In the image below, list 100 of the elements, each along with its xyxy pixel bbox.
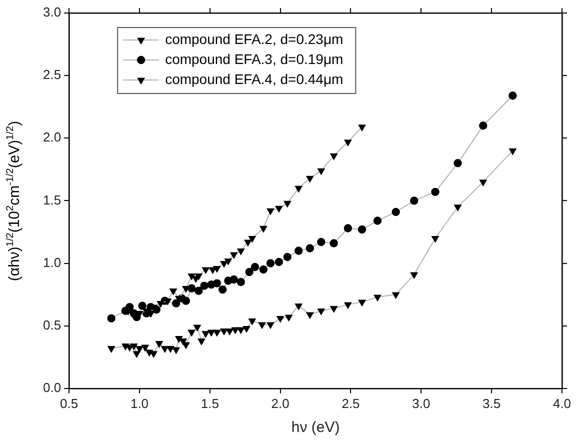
- point: [318, 308, 325, 315]
- point: [508, 91, 517, 100]
- point: [194, 286, 203, 295]
- point: [283, 252, 292, 262]
- point: [266, 259, 275, 268]
- point: [220, 328, 228, 335]
- point: [175, 336, 183, 342]
- point: [374, 294, 382, 302]
- point: [172, 299, 180, 308]
- point: [161, 346, 168, 352]
- point: [202, 331, 210, 338]
- point: [198, 338, 206, 345]
- point: [392, 208, 400, 216]
- point: [218, 285, 227, 294]
- point: [295, 304, 302, 310]
- y-tick-label: 1.5: [42, 192, 62, 208]
- point: [202, 267, 210, 274]
- point: [147, 311, 154, 318]
- point: [133, 351, 140, 358]
- point: [164, 298, 172, 305]
- point: [188, 330, 196, 336]
- point: [258, 322, 266, 329]
- point: [245, 268, 254, 276]
- point: [212, 279, 222, 288]
- point: [170, 288, 177, 295]
- point: [226, 328, 234, 335]
- point: [317, 238, 326, 246]
- point: [410, 272, 418, 279]
- point: [330, 306, 338, 312]
- point: [358, 225, 366, 234]
- point: [344, 302, 352, 309]
- point: [454, 204, 462, 212]
- x-tick-label: 0.5: [60, 396, 78, 411]
- legend-label: compound EFA.2, d=0.23μm: [165, 30, 344, 47]
- point: [230, 275, 238, 284]
- point: [220, 260, 228, 268]
- point: [392, 292, 400, 299]
- point: [130, 344, 138, 350]
- point: [454, 159, 462, 168]
- point: [157, 301, 164, 308]
- point: [108, 346, 115, 352]
- x-tick-label: 1.5: [200, 396, 219, 411]
- point: [274, 258, 284, 266]
- x-axis-title: hν (eV): [291, 419, 340, 436]
- point: [276, 316, 284, 322]
- x-tick-label: 2.5: [342, 396, 360, 411]
- point: [344, 140, 352, 146]
- point: [294, 246, 303, 255]
- point: [306, 176, 314, 182]
- point: [182, 296, 190, 305]
- point: [358, 124, 366, 131]
- point: [213, 266, 221, 272]
- point: [330, 153, 338, 160]
- point: [142, 344, 149, 352]
- point: [260, 226, 268, 232]
- point: [275, 206, 283, 212]
- point: [285, 314, 292, 322]
- point: [358, 300, 366, 306]
- point: [306, 244, 314, 252]
- point: [480, 180, 487, 186]
- point: [195, 273, 202, 280]
- point: [318, 168, 325, 175]
- point: [237, 248, 245, 255]
- point: [166, 346, 174, 352]
- point: [306, 312, 314, 319]
- point: [432, 236, 439, 242]
- point: [230, 252, 238, 259]
- point: [213, 330, 221, 336]
- legend-label: compound EFA.4, d=0.44μm: [165, 70, 344, 87]
- point: [250, 262, 260, 272]
- point: [248, 236, 256, 242]
- point: [266, 322, 274, 329]
- point: [138, 302, 146, 310]
- point: [295, 186, 302, 192]
- point: [107, 314, 116, 322]
- point: [284, 200, 291, 208]
- point: [232, 327, 239, 334]
- point: [194, 324, 201, 332]
- point: [136, 346, 144, 352]
- point: [373, 216, 382, 225]
- point: [509, 148, 516, 155]
- point: [259, 265, 268, 274]
- point: [188, 273, 196, 280]
- point: [208, 330, 215, 336]
- y-tick-label: 2.5: [42, 67, 62, 82]
- y-tick-label: 3.0: [42, 4, 62, 20]
- point: [431, 188, 440, 196]
- y-tick-label: 0.0: [42, 380, 62, 395]
- point: [244, 240, 252, 246]
- y-tick-label: 0.5: [42, 317, 62, 332]
- y-tick-label: 2.0: [42, 130, 62, 145]
- x-tick-label: 3.0: [412, 396, 430, 411]
- x-tick-label: 4.0: [552, 396, 572, 411]
- y-tick-label: 1.0: [42, 254, 62, 270]
- point: [172, 347, 180, 354]
- point: [236, 278, 245, 286]
- point: [200, 282, 208, 290]
- x-tick-label: 2.0: [271, 396, 290, 411]
- point: [330, 239, 338, 248]
- x-tick-label: 1.0: [130, 396, 149, 411]
